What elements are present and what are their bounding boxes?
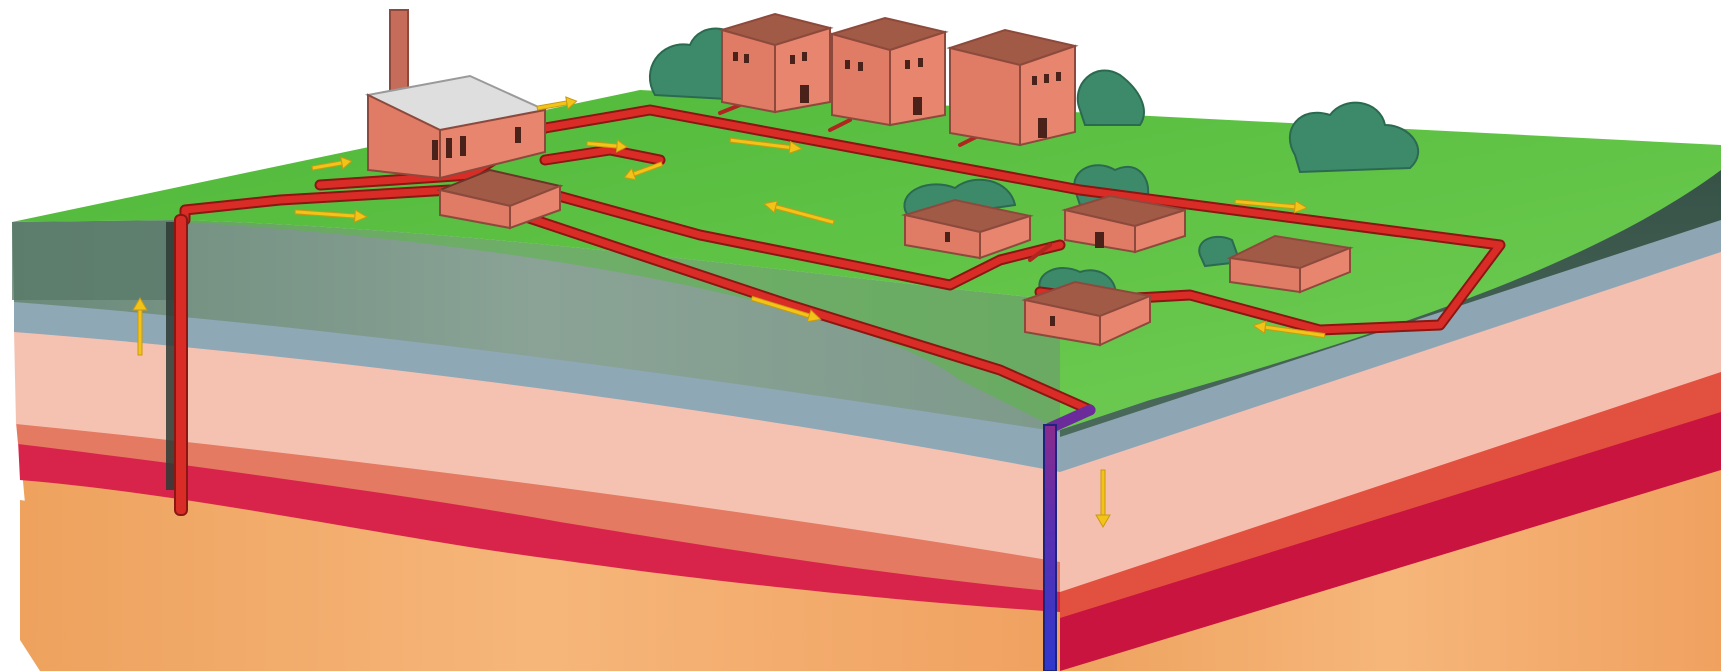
ground-fold bbox=[180, 220, 1060, 430]
tall-house-3 bbox=[946, 28, 1079, 147]
tall-houses bbox=[718, 12, 1079, 147]
return-pipe-surface bbox=[516, 211, 1094, 414]
small-house-3 bbox=[1226, 234, 1354, 294]
power-plant bbox=[364, 9, 564, 230]
flow-arrow-icon bbox=[623, 161, 664, 181]
flow-arrows bbox=[132, 96, 1326, 528]
pump-house-side bbox=[509, 184, 561, 230]
tall-house-2 bbox=[828, 16, 949, 127]
pipe-network bbox=[179, 103, 1506, 416]
cross-section-front bbox=[12, 220, 1060, 671]
flow-arrow-icon bbox=[294, 209, 369, 223]
flow-arrow-icon bbox=[1234, 198, 1308, 214]
flow-arrow-icon bbox=[729, 137, 803, 155]
small-house-4 bbox=[1021, 280, 1154, 347]
hot-rock-layer bbox=[16, 422, 1060, 592]
rock-layer bbox=[14, 330, 1060, 562]
wells bbox=[174, 214, 1096, 671]
flow-arrow-icon bbox=[763, 200, 835, 225]
flow-arrow-icon bbox=[750, 295, 822, 323]
small-house-2 bbox=[1061, 194, 1186, 254]
plant-branch-pipe bbox=[541, 146, 664, 164]
tree-cluster-2 bbox=[1076, 69, 1145, 126]
small-house-1 bbox=[901, 198, 1034, 260]
flow-arrow-icon bbox=[586, 139, 628, 153]
injection-well bbox=[1043, 424, 1057, 671]
tree-cluster-3 bbox=[1289, 101, 1420, 174]
flow-arrow-icon bbox=[311, 156, 353, 171]
front-left-edge bbox=[12, 220, 180, 300]
village-branch-pipe bbox=[551, 191, 1064, 289]
flow-arrow-icon bbox=[1252, 320, 1326, 339]
right-magma bbox=[1060, 410, 1721, 671]
tall-house-1 bbox=[718, 12, 834, 114]
up-arrow-icon bbox=[132, 297, 148, 356]
production-well bbox=[174, 214, 188, 516]
right-aquifer bbox=[1060, 218, 1721, 472]
village-houses bbox=[901, 194, 1354, 347]
right-rock bbox=[1060, 250, 1721, 592]
chimney bbox=[389, 9, 409, 96]
flow-arrow-icon bbox=[536, 96, 578, 111]
aquifer-layer bbox=[14, 300, 1060, 472]
magma-layer bbox=[18, 440, 1060, 612]
right-hot-rock bbox=[1060, 370, 1721, 618]
down-arrow-icon bbox=[1095, 469, 1111, 528]
bedrock-layer-lower bbox=[22, 470, 1060, 671]
